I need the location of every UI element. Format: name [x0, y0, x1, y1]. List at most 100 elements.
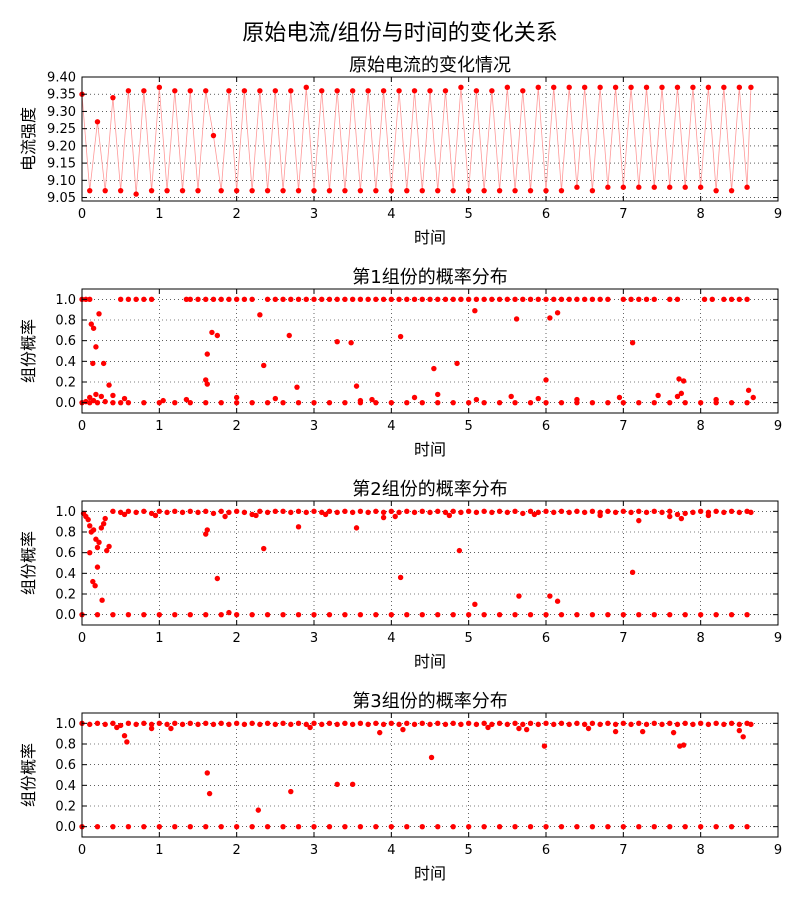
panel-title: 原始电流的变化情况: [349, 55, 511, 76]
data-point: [400, 726, 406, 733]
data-point: [148, 187, 155, 194]
axes-frame: [81, 76, 779, 202]
data-point: [303, 509, 309, 516]
x-tick-label: 7: [619, 207, 627, 222]
data-point: [450, 296, 456, 303]
data-point: [98, 393, 105, 400]
data-point: [349, 721, 356, 728]
data-point: [303, 296, 309, 303]
data-point: [88, 321, 94, 327]
data-point: [288, 509, 294, 516]
data-point: [226, 88, 232, 94]
data-point: [435, 391, 441, 398]
data-point: [404, 508, 410, 515]
data-point: [531, 511, 538, 518]
x-tick-label: 5: [465, 419, 473, 434]
data-point: [288, 296, 294, 303]
data-point: [566, 296, 572, 303]
data-point: [121, 395, 128, 402]
x-tick-label: 2: [233, 843, 241, 858]
data-point: [636, 184, 642, 190]
data-point: [179, 187, 186, 194]
data-point: [125, 399, 132, 406]
data-point: [295, 823, 302, 830]
data-point: [342, 720, 348, 727]
data-point: [605, 823, 611, 830]
data-point: [450, 611, 456, 618]
data-point: [682, 399, 688, 406]
panel-1: 0 1 2 3 4 5 6 7 8 9 9.05 9.10 9.15 9.20 9.25 9.30 9.35 9.…: [19, 55, 782, 247]
data-point: [257, 508, 263, 515]
data-point: [388, 720, 395, 727]
data-point: [670, 729, 677, 736]
data-point: [380, 509, 387, 516]
data-point: [172, 508, 178, 515]
y-tick-label: 0.2: [55, 800, 76, 815]
data-point: [288, 788, 294, 795]
data-point: [295, 720, 302, 727]
data-point: [280, 720, 286, 727]
data-point: [342, 296, 348, 303]
data-point: [311, 823, 317, 830]
data-point: [465, 296, 472, 303]
data-point: [218, 720, 224, 727]
data-point: [357, 508, 364, 515]
data-point: [667, 823, 673, 830]
data-point: [90, 578, 96, 585]
data-point: [620, 296, 627, 303]
data-point: [465, 720, 472, 727]
data-point: [257, 721, 263, 728]
data-point: [396, 721, 402, 728]
data-point: [728, 823, 735, 830]
data-point: [203, 88, 209, 94]
data-point: [744, 399, 750, 406]
data-point: [551, 296, 557, 303]
data-point: [589, 508, 596, 515]
data-point: [87, 296, 93, 303]
data-point: [365, 509, 371, 516]
data-point: [380, 88, 387, 94]
data-point: [102, 398, 108, 405]
data-point: [100, 521, 107, 527]
data-point: [680, 742, 687, 748]
data-point: [574, 184, 580, 190]
data-point: [554, 310, 561, 316]
data-point: [319, 88, 325, 94]
data-point: [705, 512, 712, 519]
x-tick-label: 5: [465, 843, 473, 858]
data-point: [195, 721, 201, 728]
x-tick-label: 6: [542, 631, 550, 646]
data-point: [357, 611, 364, 618]
data-point: [334, 509, 340, 516]
data-point: [674, 511, 681, 518]
data-point: [419, 399, 425, 406]
data-point: [667, 611, 673, 618]
data-point: [446, 512, 453, 519]
data-point: [218, 296, 224, 303]
data-point: [249, 823, 255, 830]
data-point: [667, 296, 673, 303]
data-point: [721, 509, 727, 516]
data-point: [187, 296, 193, 303]
data-point: [427, 296, 433, 303]
data-point: [628, 296, 634, 303]
data-point: [187, 399, 193, 406]
axes-frame: [81, 712, 779, 838]
data-point: [141, 823, 147, 830]
data-point: [620, 823, 627, 830]
data-point: [233, 394, 240, 401]
data-point: [125, 611, 132, 618]
data-point: [156, 823, 163, 830]
data-point: [156, 720, 163, 727]
data-point: [512, 823, 518, 830]
data-point: [233, 508, 240, 515]
data-point: [272, 395, 279, 402]
data-point: [643, 721, 650, 728]
data-point: [419, 296, 425, 303]
data-point: [100, 360, 107, 367]
data-point: [288, 721, 294, 728]
data-point: [597, 296, 603, 303]
data-point: [520, 510, 526, 517]
data-point: [288, 88, 294, 94]
data-point: [311, 508, 317, 515]
